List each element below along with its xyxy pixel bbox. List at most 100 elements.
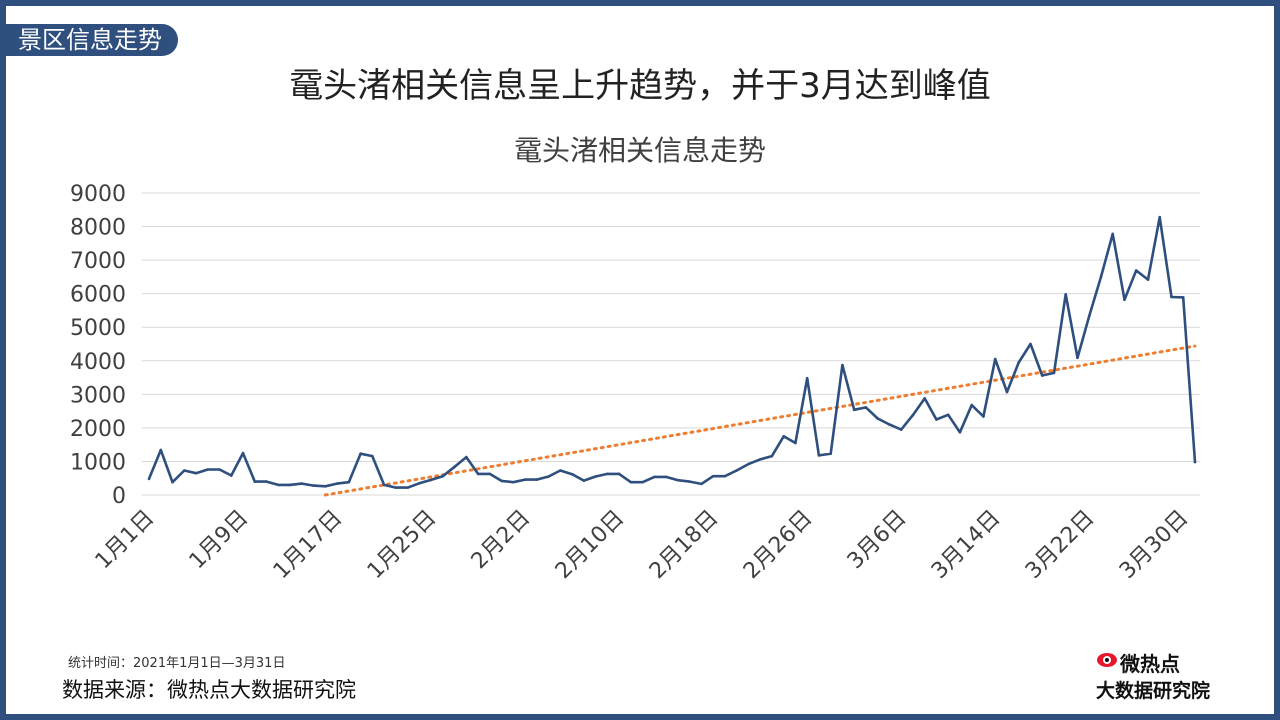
y-tick-label: 3000 [70,383,126,408]
data-point [641,480,644,484]
data-point [206,468,210,471]
weibo-eye-icon [1097,653,1117,667]
y-tick-label: 2000 [70,417,126,442]
data-point [617,472,621,476]
x-tick-label: 2月10日 [551,506,629,584]
series-line [147,215,1197,489]
data-point [970,403,973,407]
data-point [676,478,680,482]
data-point [382,483,386,487]
data-point [735,469,738,472]
data-point [582,479,586,482]
data-point [935,418,938,421]
data-point [1099,275,1103,279]
data-point [394,486,398,489]
data-point [1087,314,1091,318]
data-point [911,413,915,417]
data-point [1052,371,1056,375]
data-point [218,468,221,471]
data-point [182,469,186,472]
data-point [570,472,574,476]
x-tick-label: 3月14日 [927,506,1005,584]
data-point [1111,232,1115,236]
data-point [159,448,163,452]
data-point [300,482,304,485]
data-point [1170,295,1173,299]
x-tick-label: 2月26日 [739,506,817,584]
data-point [876,417,879,420]
data-point [429,478,433,482]
x-tick-label: 2月2日 [467,506,536,575]
data-point [852,408,856,412]
data-point [829,452,832,456]
data-point [664,475,668,479]
data-point [723,474,727,478]
data-point [758,458,762,461]
trend-line [323,344,1197,497]
data-point [194,471,198,475]
data-point [629,480,633,484]
logo-text-institute: 大数据研究院 [1096,680,1211,702]
y-tick-label: 9000 [70,182,126,207]
x-tick-label: 1月17日 [269,506,347,584]
data-point [406,486,409,489]
data-point [1193,460,1197,464]
data-point [982,415,985,418]
data-point [805,376,809,380]
page-title: 鼋头渚相关信息呈上升趋势，并于3月达到峰值 [289,66,991,106]
data-point [171,480,174,484]
x-tick-label: 3月6日 [843,506,912,575]
data-point [700,482,703,486]
x-tick-label: 3月30日 [1115,506,1193,584]
data-point [1076,356,1079,360]
logo: 微热点 大数据研究院 [1096,648,1236,704]
data-point [747,462,750,466]
x-tick-label: 1月9日 [185,506,254,575]
data-point [817,454,821,457]
data-point [782,434,785,438]
y-tick-label: 0 [112,484,126,509]
data-point [265,480,268,483]
data-point [888,423,891,426]
data-point [711,474,715,478]
footnote-source: 数据来源：微热点大数据研究院 [62,678,356,702]
data-point [606,472,609,476]
data-point [347,480,351,484]
x-tick-label: 2月18日 [645,506,723,584]
data-point [841,363,844,367]
data-point [359,452,362,456]
data-point [559,469,562,472]
x-tick-label: 3月22日 [1021,506,1099,584]
data-point [465,455,468,459]
data-point [958,430,962,434]
data-point [441,474,445,478]
data-point [993,357,997,361]
data-point [547,475,550,478]
data-point [946,413,950,417]
y-tick-label: 5000 [70,316,126,341]
data-point [535,478,539,481]
section-tag: 景区信息走势 [6,24,178,56]
data-point [323,484,327,488]
footnote-time-range: 统计时间：2021年1月1日—3月31日 [68,656,286,671]
data-point [1064,293,1068,296]
data-point [1146,278,1150,281]
data-point [476,472,480,476]
data-point [512,480,515,484]
data-point [371,454,374,458]
y-tick-label: 1000 [70,450,126,475]
data-point [1134,269,1138,272]
data-point [418,481,421,485]
data-point [500,479,503,483]
data-point [688,480,691,483]
y-tick-label: 7000 [70,249,126,274]
data-point [653,475,656,479]
data-point [335,482,339,485]
data-point [864,406,868,409]
y-tick-label: 6000 [70,283,126,308]
data-point [899,428,903,431]
data-point [923,397,926,400]
data-point [488,472,492,476]
data-point [594,475,597,478]
